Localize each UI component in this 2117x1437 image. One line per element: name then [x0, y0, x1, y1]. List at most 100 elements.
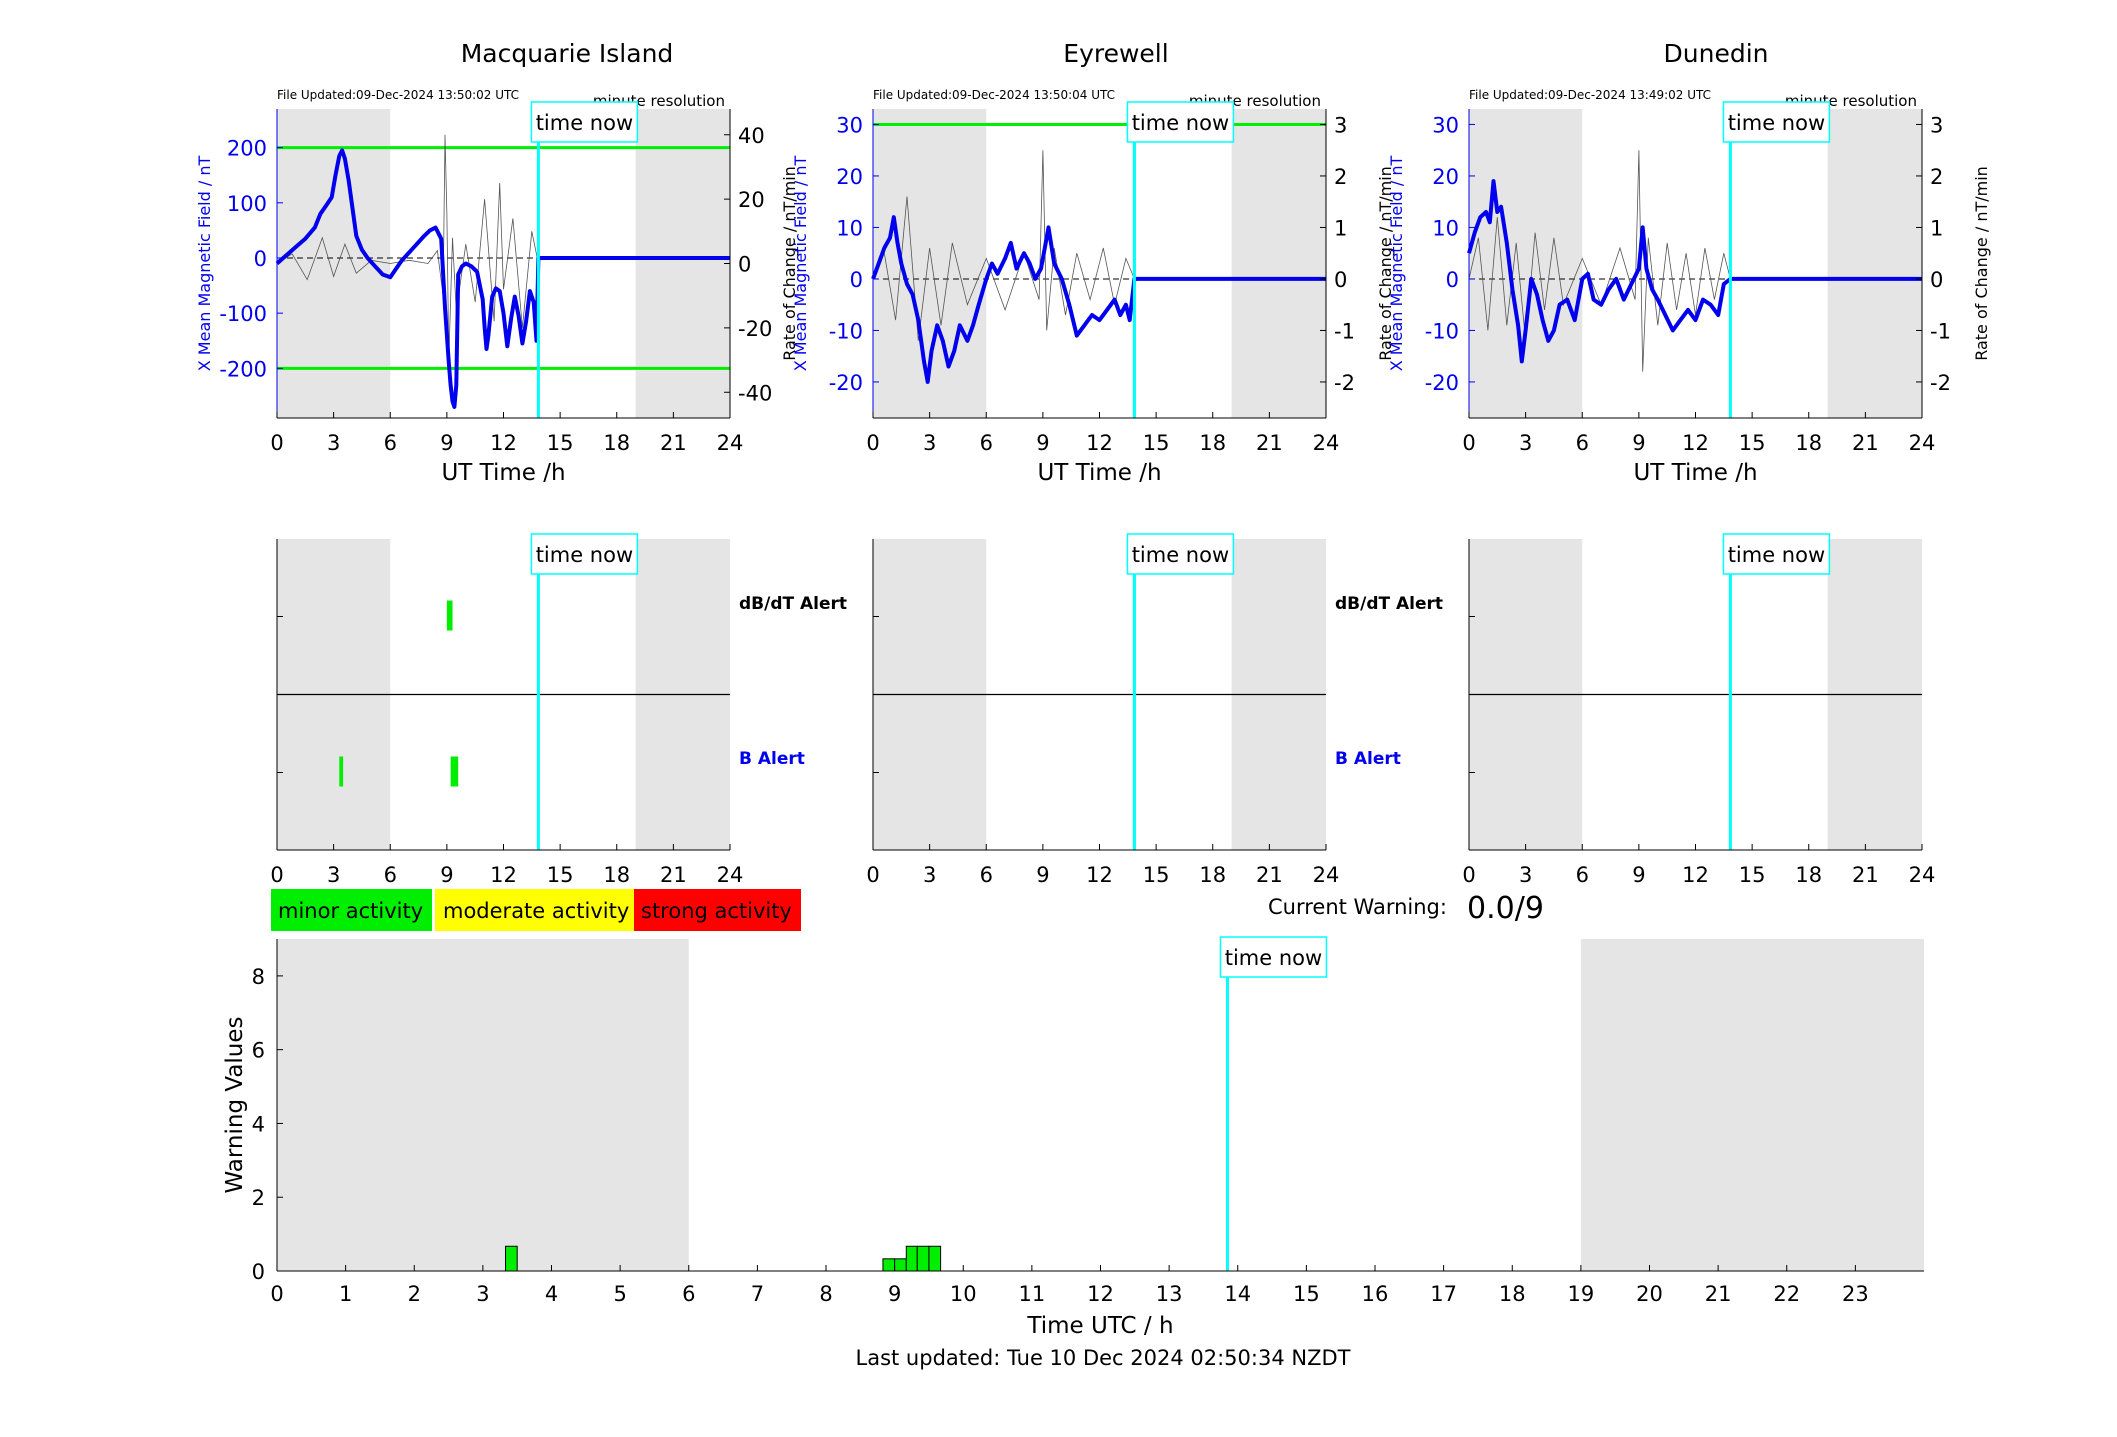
- x-tick-label: 18: [1499, 1282, 1526, 1306]
- y-tick-label: 8: [252, 965, 265, 989]
- y-tick-label-right: 0: [738, 253, 751, 277]
- x-tick-label: 11: [1019, 1282, 1046, 1306]
- y-tick-label-right: 20: [738, 188, 765, 212]
- x-tick-label: 3: [1519, 863, 1532, 887]
- x-tick-label: 12: [1086, 863, 1113, 887]
- magnetic-field-line: [1467, 179, 1922, 364]
- legend-strong-label: strong activity: [641, 899, 792, 923]
- x-tick-label: 1: [339, 1282, 352, 1306]
- y-tick-label-left: -200: [219, 357, 267, 381]
- y-tick-label-left: 0: [850, 268, 863, 292]
- x-tick-label: 24: [1909, 431, 1936, 455]
- x-tick-label: 23: [1842, 1282, 1869, 1306]
- x-tick-label: 21: [1852, 431, 1879, 455]
- x-tick-label: 4: [545, 1282, 558, 1306]
- current-warning-label: Current Warning:: [1268, 895, 1447, 919]
- x-tick-label: 0: [1462, 431, 1475, 455]
- file-updated-text: File Updated:09-Dec-2024 13:50:04 UTC: [873, 88, 1115, 102]
- y-tick-label: 0: [252, 1260, 265, 1284]
- legend-minor-label: minor activity: [278, 899, 423, 923]
- x-tick-label: 15: [1739, 431, 1766, 455]
- time-now-label: time now: [1132, 111, 1229, 135]
- y-axis-label-left: X Mean Magnetic Field / nT: [1387, 156, 1406, 372]
- x-tick-label: 21: [660, 431, 687, 455]
- x-tick-label: 21: [1852, 863, 1879, 887]
- x-tick-label: 15: [1143, 863, 1170, 887]
- x-tick-label: 18: [1199, 863, 1226, 887]
- x-tick-label: 3: [476, 1282, 489, 1306]
- y-tick-label: 4: [252, 1112, 265, 1136]
- b-alert-bar: [450, 756, 459, 787]
- x-tick-label: 0: [866, 431, 879, 455]
- x-tick-label: 18: [1795, 863, 1822, 887]
- time-now-box: [1219, 936, 1328, 978]
- time-now-label: time now: [536, 543, 633, 567]
- x-tick-label: 17: [1430, 1282, 1457, 1306]
- x-tick-label: 6: [1576, 863, 1589, 887]
- rate-of-change-trace: [1468, 150, 1731, 372]
- time-now-label: time now: [1728, 543, 1825, 567]
- x-tick-label: 0: [270, 1282, 283, 1306]
- b-alert-label: B Alert: [1335, 749, 1401, 769]
- x-tick-label: 22: [1773, 1282, 1800, 1306]
- x-tick-label: 0: [866, 863, 879, 887]
- x-tick-label: 21: [1705, 1282, 1732, 1306]
- x-tick-label: 2: [408, 1282, 421, 1306]
- x-tick-label: 24: [1909, 863, 1936, 887]
- x-tick-label: 0: [1462, 863, 1475, 887]
- y-tick-label-right: 0: [1334, 268, 1347, 292]
- y-tick-label-left: 200: [227, 137, 267, 161]
- night-shade: [1580, 939, 1924, 1271]
- x-tick-label: 6: [1576, 431, 1589, 455]
- y-axis-label-left: X Mean Magnetic Field / nT: [791, 156, 810, 372]
- y-tick-label-left: 30: [1432, 113, 1459, 137]
- y-tick-label-left: 30: [836, 113, 863, 137]
- station-title-dunedin: Dunedin: [1664, 39, 1769, 68]
- x-tick-label: 9: [1036, 431, 1049, 455]
- b-alert-label: B Alert: [739, 749, 805, 769]
- x-tick-label: 5: [613, 1282, 626, 1306]
- y-tick-label-left: 100: [227, 192, 267, 216]
- night-shade: [1469, 109, 1583, 418]
- magnetic-field-line: [871, 215, 1326, 384]
- y-tick-label-right: 2: [1334, 165, 1347, 189]
- x-tick-label: 10: [950, 1282, 977, 1306]
- x-tick-label: 14: [1224, 1282, 1251, 1306]
- x-tick-label: 8: [819, 1282, 832, 1306]
- x-axis-label: UT Time /h: [441, 460, 565, 486]
- x-tick-label: 15: [1143, 431, 1170, 455]
- y-tick-label-right: -2: [1930, 371, 1951, 395]
- x-tick-label: 0: [270, 431, 283, 455]
- y-axis-label-right: Rate of Change / nT/min: [1972, 166, 1991, 361]
- legend-minor-swatch: [271, 889, 432, 931]
- y-tick-label-left: 0: [254, 247, 267, 271]
- legend-moderate-label: moderate activity: [443, 899, 629, 923]
- time-now-label: time now: [1728, 111, 1825, 135]
- time-now-box: [530, 101, 639, 143]
- panel-magnetic-dunedin: File Updated:09-Dec-2024 13:49:02 UTC min…: [1387, 88, 1991, 486]
- panel-magnetic-macquarie: File Updated:09-Dec-2024 13:50:02 UTC min…: [195, 88, 799, 486]
- y-tick-label-left: 10: [836, 216, 863, 240]
- x-tick-label: 21: [1256, 863, 1283, 887]
- current-warning-value: 0.0/9: [1467, 891, 1544, 926]
- panel-alerts-dunedin: time now 0 3 6 9 12 15 18 21 24: [1462, 533, 1936, 887]
- x-tick-label: 3: [327, 863, 340, 887]
- y-tick-label-right: 2: [1930, 165, 1943, 189]
- warning-bar: [928, 1245, 942, 1272]
- file-updated-text: File Updated:09-Dec-2024 13:50:02 UTC: [277, 88, 519, 102]
- y-tick-label-right: 1: [1334, 216, 1347, 240]
- y-tick-label-left: 20: [836, 165, 863, 189]
- x-tick-label: 12: [1087, 1282, 1114, 1306]
- x-tick-label: 19: [1568, 1282, 1595, 1306]
- night-shade: [635, 109, 730, 418]
- y-tick-label-right: 3: [1930, 113, 1943, 137]
- x-tick-label: 6: [980, 431, 993, 455]
- x-tick-label: 0: [270, 863, 283, 887]
- dbdt-alert-label: dB/dT Alert: [739, 594, 847, 614]
- x-tick-label: 12: [1682, 431, 1709, 455]
- time-now-label: time now: [536, 111, 633, 135]
- station-title-macquarie: Macquarie Island: [461, 39, 674, 68]
- station-title-eyrewell: Eyrewell: [1063, 39, 1168, 68]
- y-tick-label-right: 40: [738, 124, 765, 148]
- y-tick-label: 2: [252, 1186, 265, 1210]
